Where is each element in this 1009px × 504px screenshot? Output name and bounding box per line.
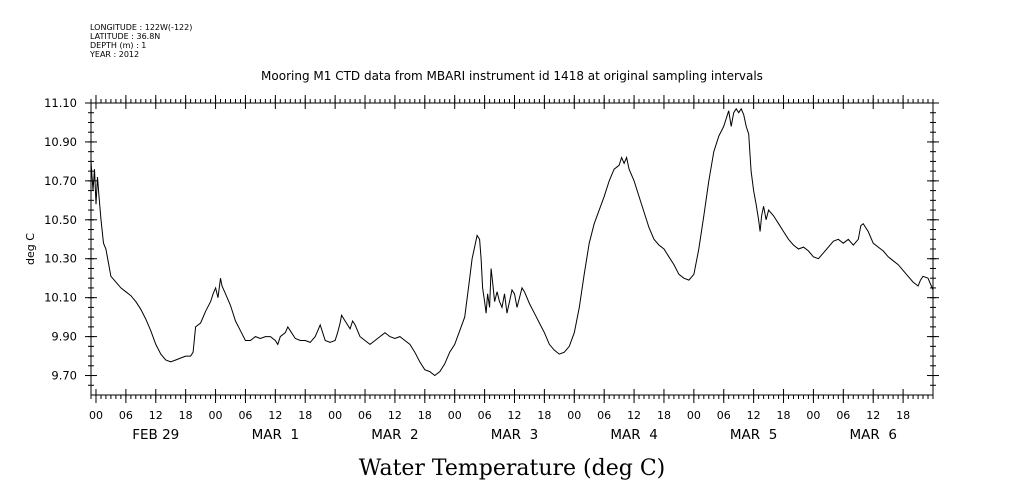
x-tick-label: 18 — [657, 409, 671, 422]
x-tick-label: 18 — [777, 409, 791, 422]
x-tick-label: 00 — [806, 409, 820, 422]
y-tick-label: 10.10 — [44, 291, 77, 305]
day-label: MAR 4 — [610, 427, 657, 443]
y-axis: 9.70 9.90 10.10 10.30 10.50 10.70 10.90 11.10 — [44, 96, 939, 386]
y-tick-label: 10.70 — [44, 174, 77, 188]
x-tick-label: 18 — [537, 409, 551, 422]
x-axis: 00 06 12 18 00 06 12 18 00 06 12 18 00 06 12 18 00 06 12 18… — [89, 95, 910, 422]
y-tick-label: 9.70 — [51, 369, 77, 383]
x-tick-label: 12 — [388, 409, 402, 422]
x-tick-label: 00 — [567, 409, 581, 422]
day-label: MAR 6 — [849, 427, 896, 443]
meta-depth: DEPTH (m) : 1 — [90, 41, 146, 50]
x-tick-label: 06 — [836, 409, 850, 422]
x-tick-label: 18 — [179, 409, 193, 422]
day-label: MAR 2 — [371, 427, 418, 443]
x-tick-label: 12 — [507, 409, 521, 422]
day-labels: FEB 29 MAR 1 MAR 2 MAR 3 MAR 4 MAR 5 MAR 6 — [132, 427, 897, 443]
y-tick-label: 10.50 — [44, 213, 77, 227]
x-tick-label: 00 — [448, 409, 462, 422]
y-tick-label: 9.90 — [51, 330, 77, 344]
x-tick-label: 06 — [478, 409, 492, 422]
temperature-series-line — [90, 107, 934, 377]
y-tick-label: 11.10 — [44, 96, 77, 110]
x-tick-label: 00 — [209, 409, 223, 422]
meta-longitude: LONGITUDE : 122W(-122) — [90, 23, 192, 32]
x-tick-label: 06 — [358, 409, 372, 422]
x-tick-label: 00 — [89, 409, 103, 422]
x-tick-label: 06 — [717, 409, 731, 422]
x-tick-label: 00 — [687, 409, 701, 422]
x-tick-label: 06 — [238, 409, 252, 422]
day-label: FEB 29 — [132, 427, 179, 443]
day-label: MAR 1 — [252, 427, 299, 443]
y-tick-label: 10.30 — [44, 252, 77, 266]
x-tick-label: 12 — [627, 409, 641, 422]
x-tick-label: 18 — [298, 409, 312, 422]
x-tick-label: 12 — [268, 409, 282, 422]
x-tick-label: 06 — [597, 409, 611, 422]
y-axis-label: deg C — [24, 233, 37, 265]
x-tick-label: 00 — [328, 409, 342, 422]
meta-year: YEAR : 2012 — [89, 50, 139, 59]
day-label: MAR 3 — [491, 427, 538, 443]
meta-latitude: LATITUDE : 36.8N — [90, 32, 160, 41]
x-tick-label: 18 — [896, 409, 910, 422]
x-tick-label: 06 — [119, 409, 133, 422]
metadata-block: LONGITUDE : 122W(-122) LATITUDE : 36.8N … — [89, 23, 192, 59]
chart-title: Mooring M1 CTD data from MBARI instrumen… — [261, 69, 763, 83]
x-tick-label: 12 — [866, 409, 880, 422]
x-tick-label: 12 — [747, 409, 761, 422]
y-tick-label: 10.90 — [44, 135, 77, 149]
x-axis-label: Water Temperature (deg C) — [359, 456, 666, 481]
day-label: MAR 5 — [730, 427, 777, 443]
x-tick-label: 18 — [418, 409, 432, 422]
x-tick-label: 12 — [149, 409, 163, 422]
